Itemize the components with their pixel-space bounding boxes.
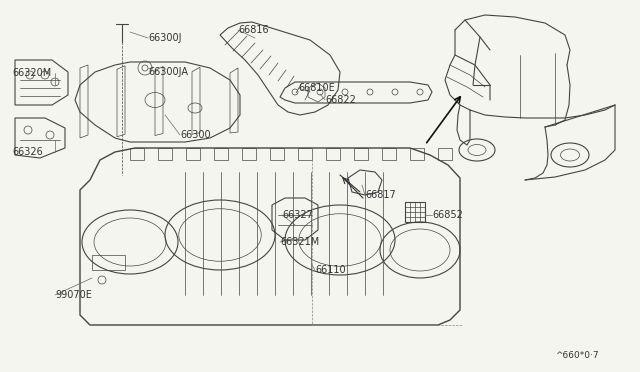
Text: 66300J: 66300J (148, 33, 182, 43)
Text: 66300JA: 66300JA (148, 67, 188, 77)
Text: 66300: 66300 (180, 130, 211, 140)
Text: 66110: 66110 (315, 265, 346, 275)
Text: 66326: 66326 (12, 147, 43, 157)
Text: 66822: 66822 (325, 95, 356, 105)
Bar (405, 202, 425, 222)
Text: 66817: 66817 (365, 190, 396, 200)
Text: 66321M: 66321M (280, 237, 319, 247)
Text: 66810E: 66810E (298, 83, 335, 93)
Text: 66852: 66852 (432, 210, 463, 220)
Text: 99070E: 99070E (55, 290, 92, 300)
Text: 66320M: 66320M (12, 68, 51, 78)
Text: 66327: 66327 (282, 210, 313, 220)
Text: ^660*0·7: ^660*0·7 (555, 350, 598, 359)
Text: 66816: 66816 (238, 25, 269, 35)
